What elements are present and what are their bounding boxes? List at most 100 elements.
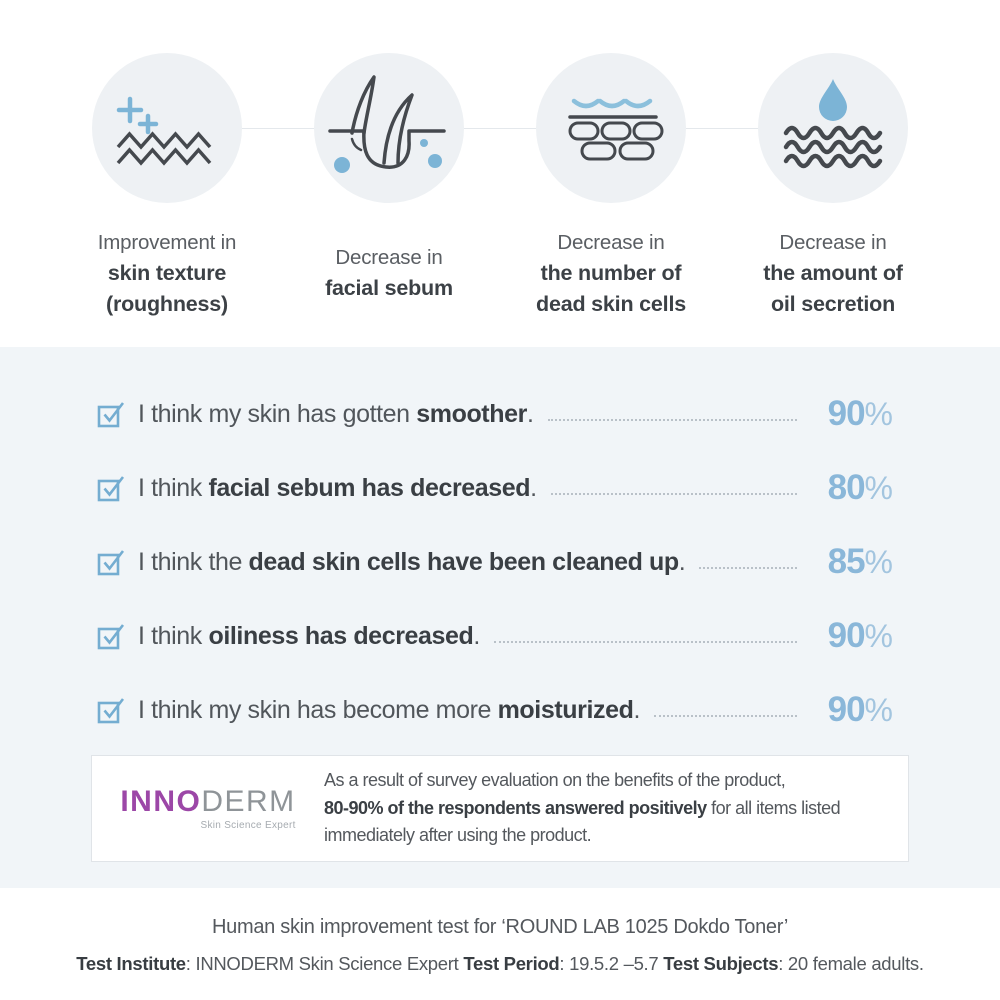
- percent-sign: %: [864, 544, 893, 580]
- benefit-line: (roughness): [105, 291, 229, 316]
- statement-suffix: .: [678, 547, 686, 576]
- footer-detail-label: Test Institute: [76, 953, 186, 974]
- checkbox-icon: [97, 624, 125, 650]
- statement-prefix: I think my skin has become more: [138, 695, 498, 724]
- survey-row: I think facial sebum has decreased. 80%: [97, 451, 893, 525]
- benefit-facial-sebum: Decrease in facial sebum: [278, 53, 500, 323]
- icon-circle: [92, 53, 242, 203]
- checkbox-icon: [97, 698, 125, 724]
- footer-detail-label: Test Period: [463, 953, 560, 974]
- survey-statement: I think oiliness has decreased.: [138, 622, 480, 651]
- percent-value: 90: [827, 616, 866, 655]
- summary-text: As a result of survey evaluation on the …: [324, 767, 841, 850]
- footer-section: Human skin improvement test for ‘ROUND L…: [0, 888, 1000, 975]
- logo-primary: INNO: [120, 784, 202, 818]
- skin-texture-icon: [116, 96, 212, 166]
- survey-statement: I think facial sebum has decreased.: [138, 474, 537, 503]
- survey-section: I think my skin has gotten smoother. 90%…: [0, 347, 1000, 888]
- benefit-oil-secretion: Decrease in the amount of oil secretion: [722, 53, 944, 323]
- logo-wordmark: INNODERM: [120, 784, 296, 818]
- percent-value: 80: [827, 468, 866, 507]
- footer-detail-value: : INNODERM Skin Science Expert: [185, 953, 464, 974]
- statement-suffix: .: [526, 399, 534, 428]
- checkbox-icon: [97, 550, 125, 576]
- dotted-leader: [550, 493, 797, 495]
- innoderm-logo: INNODERM Skin Science Expert: [92, 784, 324, 831]
- logo-block: INNODERM Skin Science Expert: [120, 784, 296, 831]
- survey-row: I think oiliness has decreased. 90%: [97, 599, 893, 673]
- summary-line-2-bold: 80-90% of the respondents answered posit…: [324, 797, 707, 818]
- benefit-line: the number of: [540, 260, 682, 285]
- survey-statement: I think my skin has gotten smoother.: [138, 400, 534, 429]
- logo-tagline: Skin Science Expert: [200, 819, 296, 831]
- benefit-skin-texture: Improvement in skin texture (roughness): [56, 53, 278, 323]
- dead-skin-cells-icon: [568, 98, 664, 161]
- percent-sign: %: [864, 470, 893, 506]
- dotted-leader: [493, 641, 797, 643]
- statement-bold: moisturized: [497, 695, 634, 724]
- statement-bold: facial sebum has decreased: [208, 473, 531, 502]
- benefit-line: oil secretion: [770, 291, 896, 316]
- statement-prefix: I think: [138, 473, 209, 502]
- dotted-leader: [654, 715, 797, 717]
- statement-prefix: I think the: [138, 547, 249, 576]
- statement-suffix: .: [633, 695, 641, 724]
- footer-detail: Test Institute: INNODERM Skin Science Ex…: [0, 953, 1000, 975]
- dotted-leader: [547, 419, 797, 421]
- percent-sign: %: [864, 396, 893, 432]
- statement-prefix: I think: [138, 621, 209, 650]
- survey-percent: 85%: [815, 542, 893, 582]
- survey-percent: 90%: [815, 394, 893, 434]
- summary-line-1: As a result of survey evaluation on the …: [324, 770, 786, 791]
- benefit-line: Decrease in: [779, 230, 887, 254]
- summary-line-2-rest: for all items listed: [706, 797, 841, 818]
- survey-statement: I think my skin has become more moisturi…: [138, 696, 640, 725]
- statement-bold: dead skin cells have been cleaned up: [248, 547, 680, 576]
- checkbox-icon: [97, 476, 125, 502]
- connector-line: [167, 128, 834, 129]
- percent-sign: %: [864, 692, 893, 728]
- checkbox-icon: [97, 402, 125, 428]
- percent-value: 85: [827, 542, 866, 581]
- percent-sign: %: [864, 618, 893, 654]
- survey-percent: 90%: [815, 690, 893, 730]
- footer-title: Human skin improvement test for ‘ROUND L…: [212, 916, 788, 938]
- percent-value: 90: [827, 690, 866, 729]
- survey-statement: I think the dead skin cells have been cl…: [138, 547, 686, 577]
- facial-sebum-icon: [328, 75, 446, 173]
- oil-secretion-icon: [783, 79, 883, 169]
- statement-suffix: .: [473, 621, 480, 650]
- summary-box: INNODERM Skin Science Expert As a result…: [91, 755, 909, 862]
- survey-row: I think my skin has gotten smoother. 90%: [97, 377, 893, 451]
- icon-circle: [758, 53, 908, 203]
- benefits-section: Improvement in skin texture (roughness): [0, 0, 1000, 347]
- benefit-line: skin texture: [107, 260, 227, 285]
- benefit-label: Decrease in the amount of oil secretion: [722, 223, 944, 323]
- footer-detail-value: : 19.5.2 –5.7: [559, 953, 664, 974]
- survey-row: I think my skin has become more moisturi…: [97, 673, 893, 747]
- statement-prefix: I think my skin has gotten: [138, 399, 417, 428]
- survey-percent: 80%: [815, 468, 893, 508]
- footer-detail-label: Test Subjects: [663, 953, 779, 974]
- benefit-dead-skin-cells: Decrease in the number of dead skin cell…: [500, 53, 722, 323]
- summary-line-3: immediately after using the product.: [324, 825, 592, 846]
- icon-circle: [314, 53, 464, 203]
- benefit-line: dead skin cells: [536, 291, 686, 316]
- logo-secondary: DERM: [201, 784, 296, 818]
- statement-suffix: .: [530, 473, 537, 502]
- dotted-leader: [699, 567, 797, 569]
- benefit-columns: Improvement in skin texture (roughness): [0, 53, 1000, 323]
- icon-circle: [536, 53, 686, 203]
- footer-detail-value: : 20 female adults.: [778, 953, 924, 974]
- percent-value: 90: [827, 394, 866, 433]
- benefit-line: facial sebum: [325, 276, 453, 300]
- benefit-line: Decrease in: [557, 230, 665, 254]
- statement-bold: oiliness has decreased: [208, 621, 474, 650]
- statement-bold: smoother: [416, 399, 527, 428]
- benefit-label: Decrease in facial sebum: [278, 223, 500, 323]
- benefit-label: Improvement in skin texture (roughness): [56, 223, 278, 323]
- survey-percent: 90%: [815, 616, 893, 656]
- benefit-line: Decrease in: [335, 246, 443, 269]
- survey-row: I think the dead skin cells have been cl…: [97, 525, 893, 599]
